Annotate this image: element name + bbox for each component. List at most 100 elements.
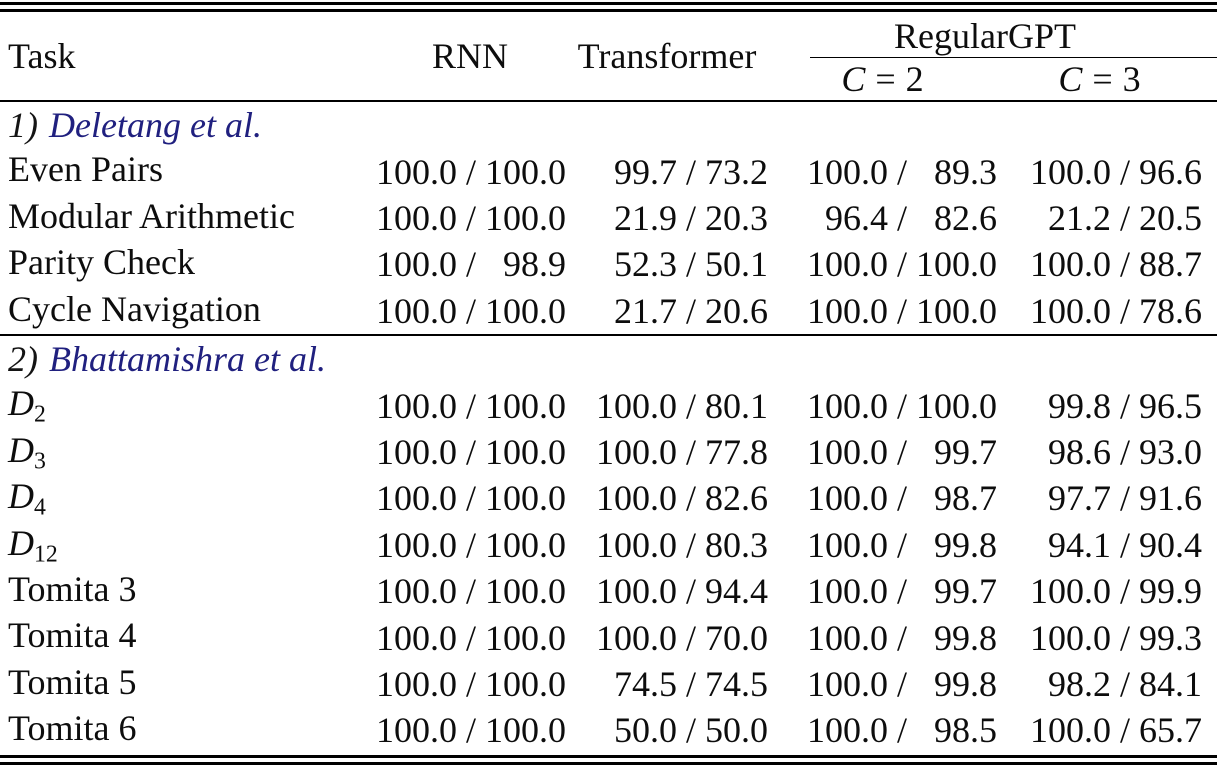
rnn-score-b: 100.0 <box>485 432 566 473</box>
rnn-score-a: 100.0 <box>375 151 457 192</box>
cell-regulargpt-c2: 100.0/ 89.3 <box>768 151 997 193</box>
slash-separator: / <box>896 617 907 658</box>
rnn-score-a: 100.0 <box>375 432 457 473</box>
slash-separator: / <box>896 478 907 519</box>
cell-transformer: 100.0/80.1 <box>566 385 768 427</box>
task-subscript: 2 <box>34 401 46 428</box>
slash-separator: / <box>1119 244 1130 285</box>
cell-regulargpt-c2: 100.0/ 98.7 <box>768 477 997 519</box>
c2-score-a: 100.0 <box>806 385 888 426</box>
slash-separator: / <box>1119 385 1130 426</box>
c3-score-b: 88.7 <box>1139 244 1202 285</box>
table-body: 1) Deletang et al. Even Pairs 100.0/100.… <box>0 102 1217 753</box>
table-header: Task RNN Transformer RegularGPT C = 2 C … <box>0 12 1217 100</box>
cell-transformer: 52.3/50.1 <box>566 243 768 285</box>
slash-separator: / <box>685 432 696 473</box>
section-header-row: 2) Bhattamishra et al. <box>0 336 1217 382</box>
c3-score-a: 100.0 <box>1029 710 1111 751</box>
slash-separator: / <box>896 198 907 239</box>
cell-regulargpt-c2: 100.0/ 99.8 <box>768 663 997 705</box>
transformer-score-a: 74.5 <box>613 664 677 704</box>
task-label: Tomita 4 <box>8 614 374 661</box>
slash-separator: / <box>896 710 907 751</box>
slash-separator: / <box>1119 151 1130 192</box>
cell-rnn: 100.0/100.0 <box>374 197 566 239</box>
c3-score-a: 100.0 <box>1029 571 1111 612</box>
task-label: Even Pairs <box>8 148 374 195</box>
column-header-c3: C = 3 <box>997 58 1202 100</box>
rnn-score-b: 100.0 <box>485 664 566 704</box>
table-row: Tomita 5 100.0/100.0 74.5 / 74.5 100.0/99.… <box>0 661 1217 707</box>
transformer-score-a: 21.9 <box>613 198 677 239</box>
slash-separator: / <box>1119 664 1130 704</box>
cell-regulargpt-c2: 100.0/100.0 <box>768 243 997 285</box>
cell-rnn: 100.0/ 98.9 <box>374 243 566 285</box>
c2-score-a: 100.0 <box>806 478 888 519</box>
table-row: D3 100.0/100.0 100.0/77.8 100.0/99.7 98.… <box>0 429 1217 475</box>
column-group-regulargpt-label: RegularGPT <box>894 16 1076 56</box>
table-bottom-double-rule <box>0 755 1217 766</box>
cell-rnn: 100.0/100.0 <box>374 151 566 193</box>
c3-score-a: 100.0 <box>1029 617 1111 658</box>
table-row: Tomita 3 100.0/100.0 100.0/94.4 100.0/99… <box>0 568 1217 614</box>
column-header-transformer-label: Transformer <box>577 36 757 76</box>
cell-regulargpt-c3: 100.0/65.7 <box>997 709 1202 751</box>
cell-regulargpt-c3: 100.0/99.3 <box>997 617 1202 659</box>
column-group-regulargpt: RegularGPT <box>768 12 1217 58</box>
slash-separator: / <box>685 151 696 192</box>
c3-score-b: 20.5 <box>1139 198 1202 239</box>
transformer-score-b: 74.5 <box>705 664 768 704</box>
c3-score-a: 98.2 <box>1047 664 1111 704</box>
cell-rnn: 100.0/100.0 <box>374 617 566 659</box>
c2-score-b: 99.7 <box>934 571 997 612</box>
section-citation: Deletang et al. <box>49 105 262 146</box>
task-label: D12 <box>8 522 374 569</box>
cell-rnn: 100.0/100.0 <box>374 709 566 751</box>
transformer-score-a: 99.7 <box>613 151 677 192</box>
cell-rnn: 100.0/100.0 <box>374 570 566 612</box>
slash-separator: / <box>896 244 907 285</box>
slash-separator: / <box>465 198 476 239</box>
column-header-c2: C = 2 <box>768 58 997 100</box>
cell-transformer: 100.0/70.0 <box>566 617 768 659</box>
transformer-score-a: 100.0 <box>595 385 677 426</box>
cell-regulargpt-c2: 96.4/ 82.6 <box>768 197 997 239</box>
c3-score-b: 84.1 <box>1139 664 1202 704</box>
cell-regulargpt-c3: 99.8/96.5 <box>997 385 1202 427</box>
transformer-score-b: 80.1 <box>705 385 768 426</box>
slash-separator: / <box>465 290 476 331</box>
column-header-task: Task <box>8 35 374 77</box>
c3-score-b: 91.6 <box>1139 478 1202 519</box>
c2-score-a: 100.0 <box>806 524 888 565</box>
slash-separator: / <box>685 524 696 565</box>
c3-score-b: 96.5 <box>1139 385 1202 426</box>
cell-rnn: 100.0/100.0 <box>374 385 566 427</box>
rnn-score-b: 100.0 <box>485 198 566 239</box>
c2-score-b: 98.5 <box>934 710 997 751</box>
table-row: Even Pairs 100.0/100.0 99.7/73.2 100.0/8… <box>0 148 1217 194</box>
section-header-row: 1) Deletang et al. <box>0 102 1217 148</box>
rnn-score-b: 100.0 <box>485 151 566 192</box>
regulargpt-cmidrule <box>810 57 1217 58</box>
cell-transformer: 100.0/77.8 <box>566 431 768 473</box>
cell-transformer: 21.9/20.3 <box>566 197 768 239</box>
rnn-score-b: 100.0 <box>485 571 566 612</box>
task-name: Cycle Navigation <box>8 288 261 329</box>
slash-separator: / <box>896 432 907 473</box>
cell-transformer: 99.7/73.2 <box>566 151 768 193</box>
c2-score-b: 89.3 <box>934 151 997 192</box>
cell-rnn: 100.0/100.0 <box>374 477 566 519</box>
task-name: D <box>8 383 34 424</box>
c3-score-a: 99.8 <box>1047 385 1111 426</box>
c3-score-b: 65.7 <box>1139 710 1202 751</box>
cell-transformer: 100.0/80.3 <box>566 524 768 566</box>
c3-score-a: 97.7 <box>1047 478 1111 519</box>
slash-separator: / <box>896 290 907 331</box>
cell-rnn: 100.0/100.0 <box>374 663 566 705</box>
c2-score-a: 96.4 <box>824 198 888 239</box>
rnn-score-b: 100.0 <box>485 617 566 658</box>
table-row: D12 100.0/100.0 100.0/80.3 100.0/99.8 94… <box>0 522 1217 568</box>
cell-regulargpt-c3: 98.6/93.0 <box>997 431 1202 473</box>
task-name: Even Pairs <box>8 149 163 190</box>
task-name: Tomita 5 <box>8 661 137 702</box>
